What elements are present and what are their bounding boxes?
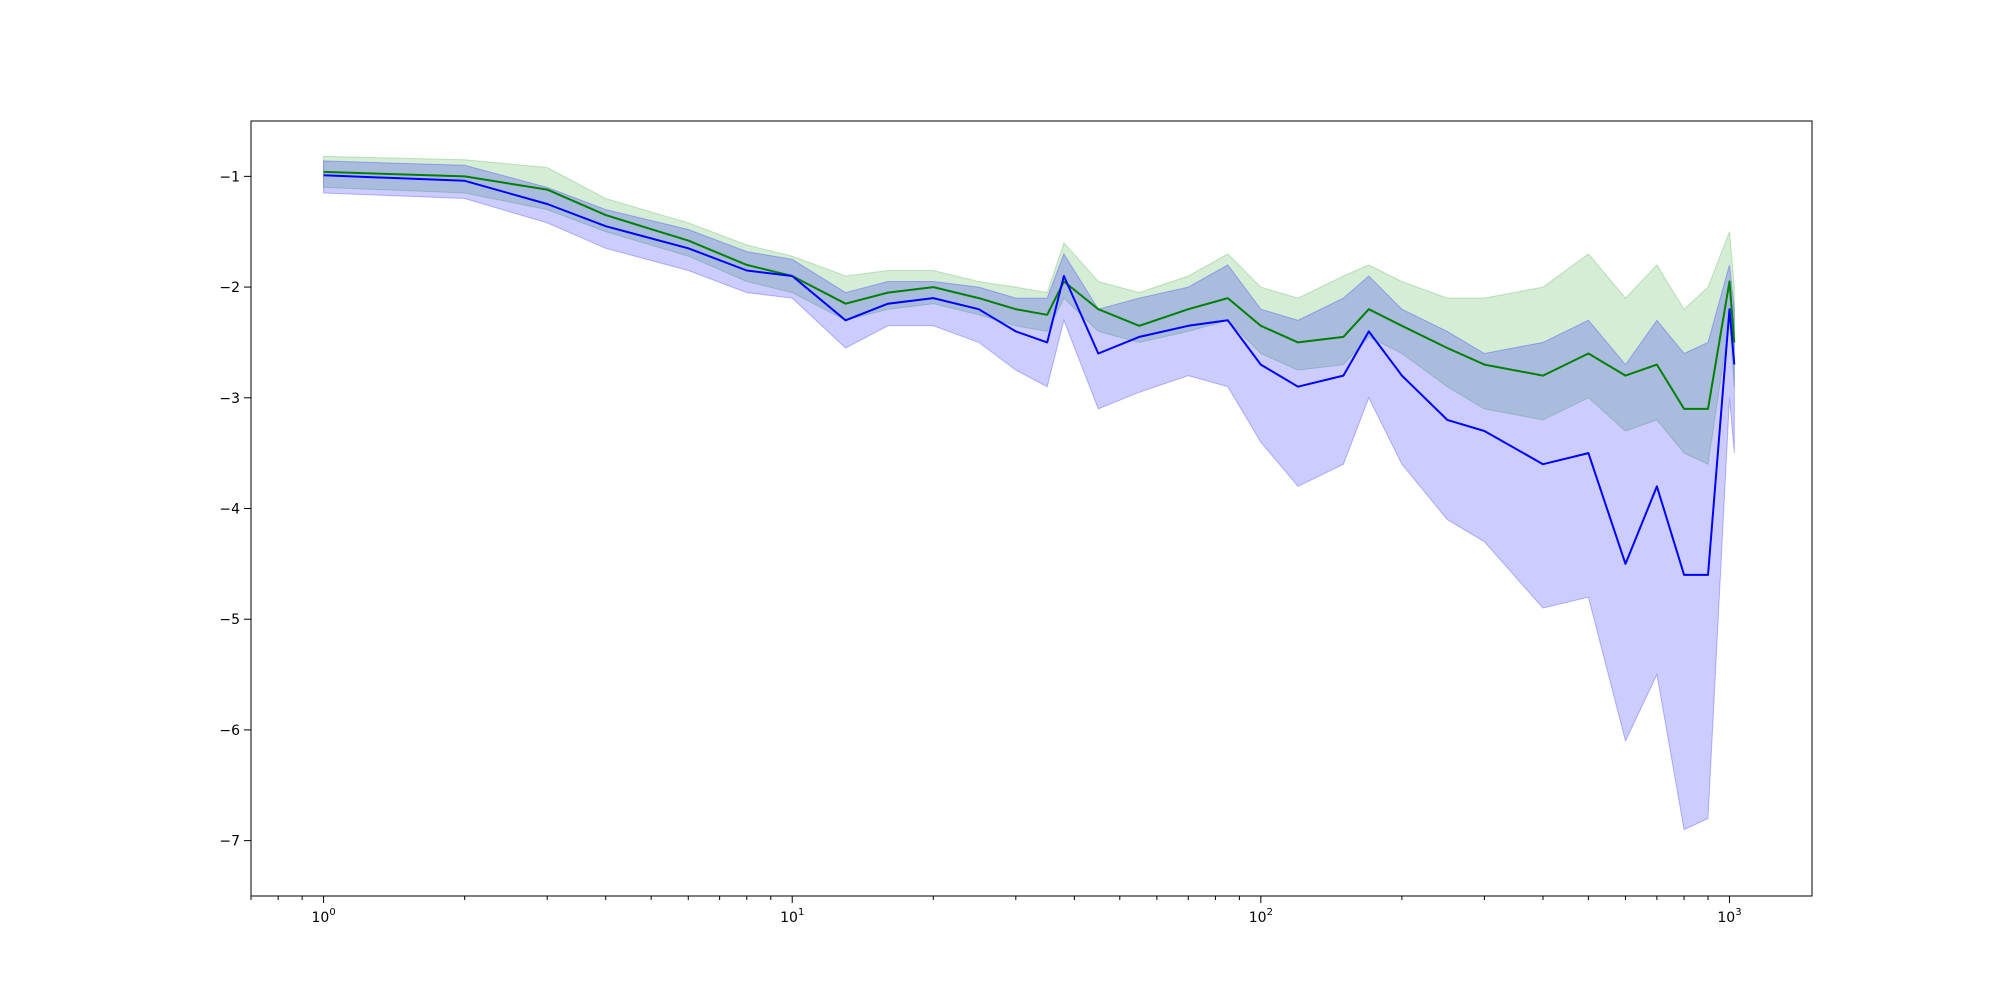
series-lines [323,170,1736,576]
confidence-bands [323,155,1735,831]
x-tick-label-3: 103 [1717,907,1741,926]
x-axis-ticks: 100 101 102 103 [250,896,1742,926]
y-tick-label-2: −3 [219,391,240,407]
series-1-line [323,174,1736,576]
y-tick-label-5: −6 [219,723,240,739]
y-tick-label-4: −5 [219,612,240,628]
x-tick-label-0: 100 [311,907,335,926]
series-0-band [323,155,1735,465]
series-1-band [323,160,1735,831]
y-axis-ticks: −1 −2 −3 −4 −5 −6 −7 [219,169,251,850]
y-tick-label-0: −1 [219,169,240,185]
y-tick-label-3: −4 [219,502,240,518]
y-tick-label-6: −7 [219,834,240,850]
y-tick-label-1: −2 [219,280,240,296]
series-0-line [323,170,1736,410]
x-tick-label-1: 101 [780,907,804,926]
x-tick-label-2: 102 [1249,907,1273,926]
